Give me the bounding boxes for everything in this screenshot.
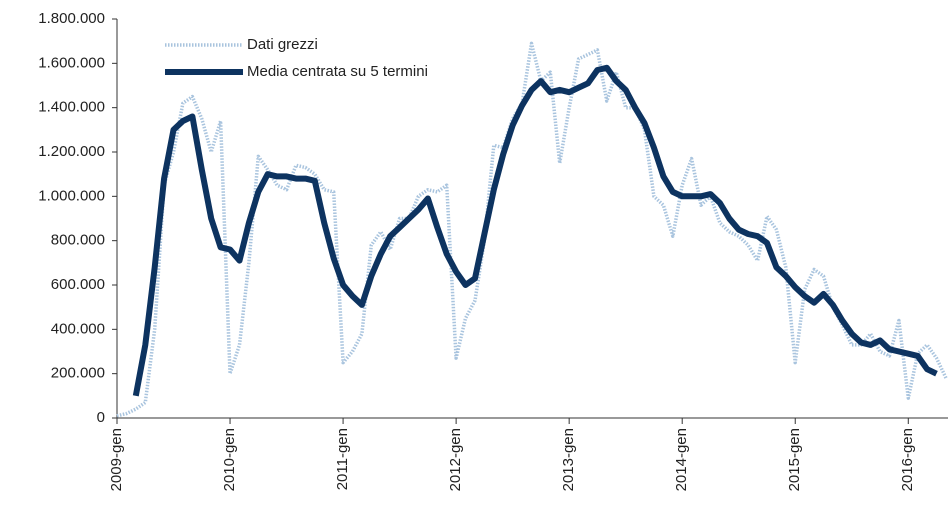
y-tick-label: 1.600.000: [38, 54, 105, 71]
y-tick-label: 1.000.000: [38, 187, 105, 204]
series-line: [132, 64, 938, 397]
x-tick-label: 2012-gen: [447, 428, 464, 491]
y-tick-label: 1.800.000: [38, 10, 105, 27]
x-tick-label: 2013-gen: [560, 428, 577, 491]
y-tick-label: 1.400.000: [38, 99, 105, 116]
y-tick-label: 600.000: [51, 276, 105, 293]
y-tick-label: 800.000: [51, 232, 105, 249]
x-tick-label: 2011-gen: [334, 428, 351, 490]
x-tick-label: 2009-gen: [108, 428, 125, 491]
x-tick-label: 2014-gen: [673, 428, 690, 491]
legend-label: Dati grezzi: [247, 36, 318, 53]
y-tick-label: 0: [97, 409, 105, 426]
x-tick-label: 2016-gen: [899, 428, 916, 491]
x-tick-label: 2015-gen: [786, 428, 803, 491]
y-tick-label: 1.200.000: [38, 143, 105, 160]
y-tick-label: 200.000: [51, 365, 105, 382]
x-tick-label: 2010-gen: [221, 428, 238, 491]
y-tick-label: 400.000: [51, 320, 105, 337]
legend-label: Media centrata su 5 termini: [247, 63, 428, 80]
series-line: [116, 41, 948, 418]
